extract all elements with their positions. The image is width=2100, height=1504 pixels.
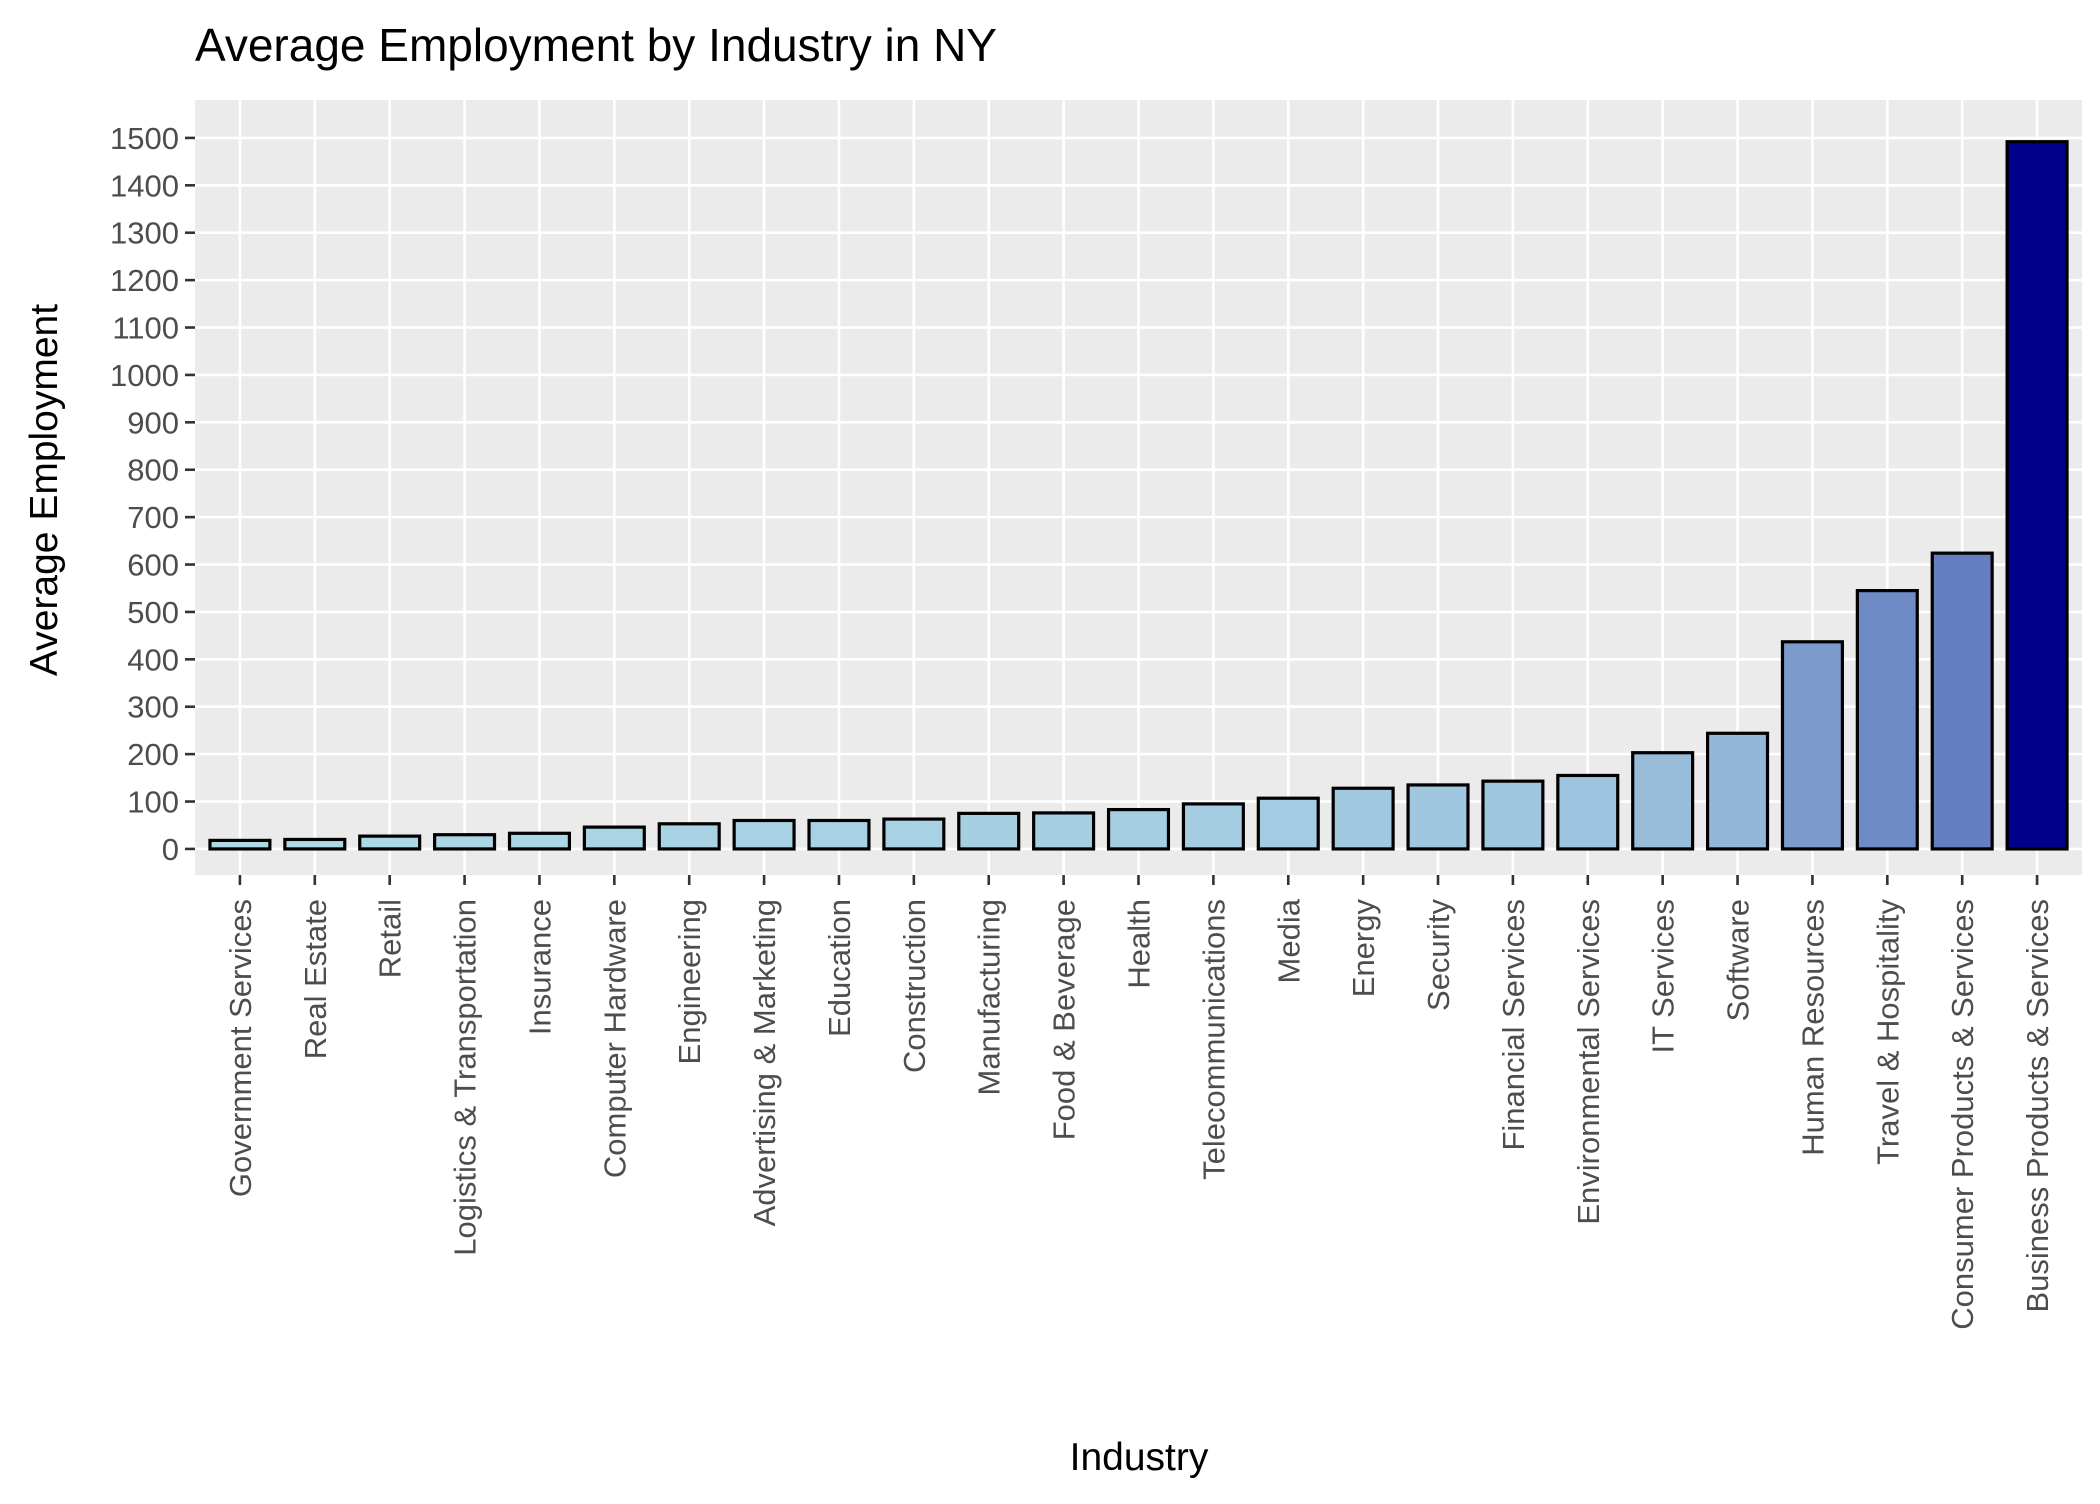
bar [807,818,871,851]
bar [882,817,946,851]
bar [1855,588,1919,851]
y-tick-label: 1200 [110,263,179,298]
bar [1331,786,1395,851]
bar [1556,773,1620,851]
y-tick-label: 600 [127,548,179,583]
x-tick-label: Real Estate [298,899,333,1059]
x-tick-label: Retail [373,899,408,978]
x-tick-label: Food & Beverage [1047,899,1082,1140]
gridlines [195,100,2082,875]
x-tick-label: Software [1721,899,1756,1021]
x-tick-label: Business Products & Services [2020,899,2055,1313]
bar [1032,811,1096,851]
y-tick-label: 100 [127,785,179,820]
x-tick-label: Security [1421,899,1456,1011]
x-tick-label: Logistics & Transportation [448,899,483,1256]
x-tick-label: Construction [897,899,932,1073]
y-tick-label: 800 [127,453,179,488]
y-tick-label: 1100 [112,311,179,346]
bar [1181,802,1245,851]
x-tick-label: Education [822,899,857,1037]
bar [283,837,347,851]
bar [1631,751,1695,851]
y-tick-label: 300 [127,690,179,725]
x-tick-label: Manufacturing [972,899,1007,1095]
x-tick-label: Media [1271,898,1306,983]
bar [1780,640,1844,851]
y-axis-title: Average Employment [23,304,66,676]
x-tick-label: Telecommunications [1196,899,1231,1180]
y-tick-label: 1000 [110,358,179,393]
y-tick-label: 0 [162,832,179,867]
x-tick-label: Insurance [522,899,557,1035]
x-axis: Government Services Real Estate Retail Logi… [223,875,2055,1330]
x-tick-label: Consumer Products & Services [1945,899,1980,1330]
x-tick-label: Environmental Services [1571,899,1606,1225]
bar [1705,731,1770,851]
x-tick-label: Financial Services [1496,899,1531,1151]
bar [1106,807,1171,851]
x-tick-label: IT Services [1646,899,1681,1053]
bar [957,811,1021,851]
bar [1406,783,1470,851]
x-tick-label: Travel & Hospitality [1870,899,1905,1165]
y-axis: 0 100 200 300 400 500 600 700 800 900 1000 1100 1200… [110,121,195,867]
bars [208,140,2069,851]
x-axis-title: Industry [1070,1436,1209,1479]
bar [732,818,796,851]
y-tick-label: 1300 [110,216,179,251]
y-tick-label: 700 [127,500,179,535]
x-tick-label: Human Resources [1795,899,1830,1156]
chart-title: Average Employment by Industry in NY [195,19,997,71]
bar [208,838,272,851]
y-tick-label: 200 [127,737,179,772]
x-tick-label: Health [1122,899,1157,989]
bar [2005,140,2069,851]
y-tick-label: 1500 [110,121,179,156]
y-tick-label: 1400 [110,168,179,203]
y-tick-label: 900 [127,405,179,440]
x-tick-label: Energy [1346,899,1381,998]
bar [1481,779,1545,851]
y-tick-label: 400 [127,642,179,677]
bar [1930,551,1994,851]
bar [358,834,422,851]
bar [433,833,497,851]
bar [507,831,572,851]
bar [1256,796,1320,851]
bar [582,825,646,851]
x-tick-label: Engineering [672,899,707,1064]
x-tick-label: Government Services [223,899,258,1197]
x-tick-label: Advertising & Marketing [747,899,782,1226]
bar [657,822,721,851]
x-tick-label: Computer Hardware [597,899,632,1178]
y-tick-label: 500 [127,595,179,630]
